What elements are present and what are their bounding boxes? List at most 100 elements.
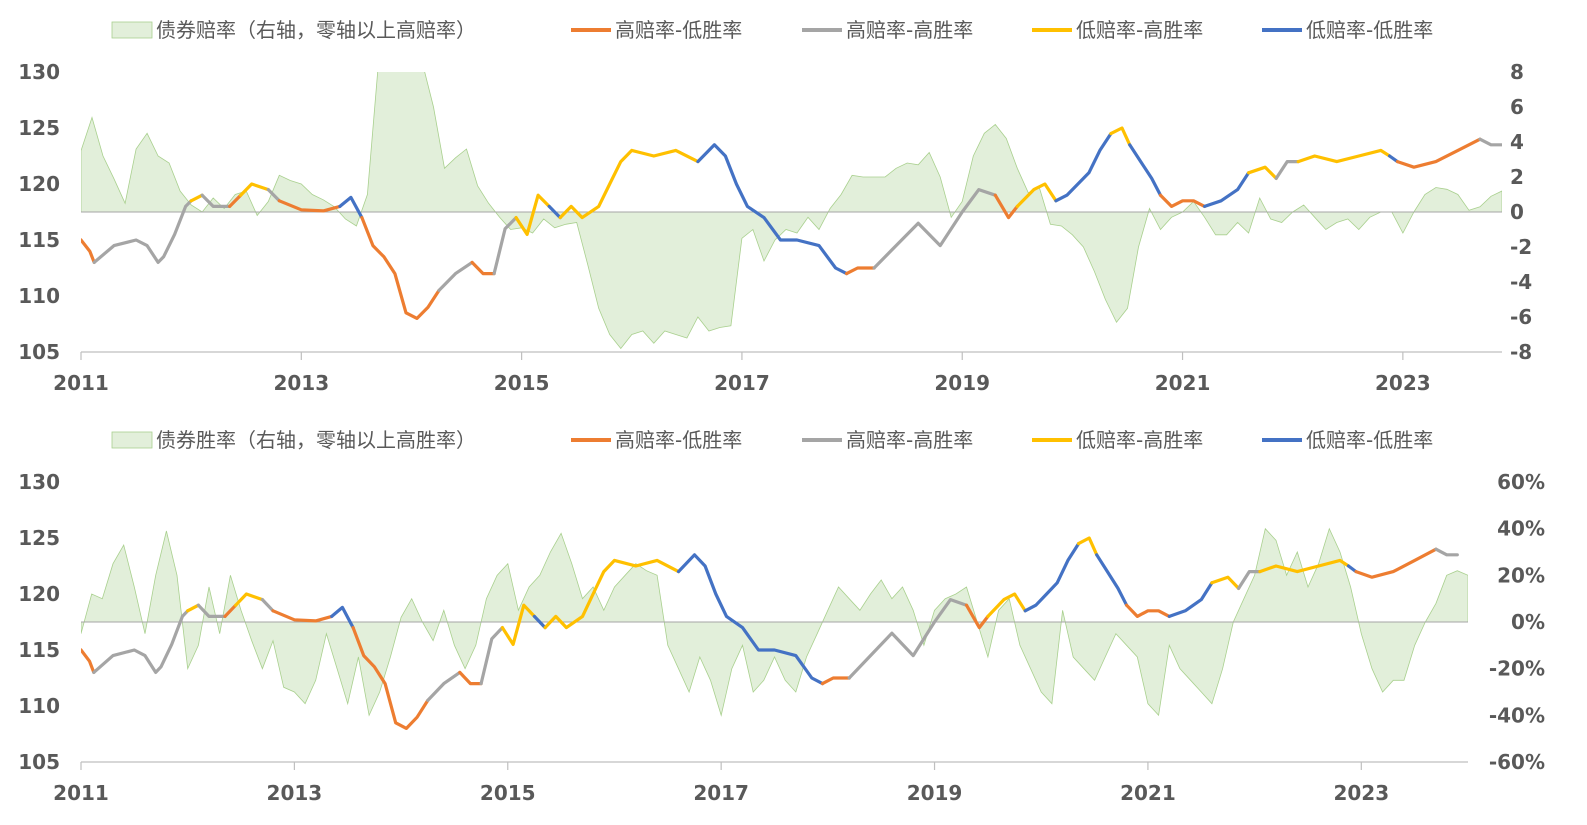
chart1-legend-label: 高赔率-高胜率	[846, 18, 973, 42]
chart1-segment-high-odds-low-win	[844, 266, 876, 276]
chart1-segment-high-odds-high-win	[200, 193, 232, 208]
chart2-segment-low-odds-low-win	[1167, 581, 1214, 619]
chart1-legend-label: 低赔率-低胜率	[1306, 18, 1433, 42]
chart1-x-tick-label: 2017	[714, 371, 770, 395]
chart2-x-tick-label: 2017	[693, 781, 749, 805]
chart1-y2-tick-label: -4	[1510, 270, 1532, 294]
chart1-y-tick-label: 115	[18, 228, 60, 252]
chart1-legend-label: 低赔率-高胜率	[1076, 18, 1203, 42]
chart1-segment-high-odds-low-win	[81, 238, 96, 264]
chart1-segment-low-odds-low-win	[338, 195, 364, 220]
chart2-x-tick-label: 2019	[907, 781, 963, 805]
chart2-y-tick-label: 115	[18, 638, 60, 662]
chart1-y-tick-label: 130	[18, 60, 60, 84]
chart1-segment-low-odds-high-win	[189, 193, 204, 203]
chart1-segment-high-odds-high-win	[266, 188, 281, 203]
chart1-segment-high-odds-low-win	[470, 260, 496, 276]
chart1-x-tick-label: 2013	[273, 371, 329, 395]
chart1-segment-high-odds-low-win	[1395, 137, 1482, 169]
chart1-y2-tick-label: -6	[1510, 305, 1532, 329]
chart2-y2-tick-label: -60%	[1489, 750, 1545, 774]
chart1-segment-low-odds-high-win	[1109, 126, 1132, 147]
chart1-y-tick-label: 120	[18, 172, 60, 196]
chart1-x-tick-label: 2021	[1155, 371, 1211, 395]
chart1-segment-high-odds-high-win	[872, 188, 997, 270]
chart1-y-tick-label: 105	[18, 340, 60, 364]
chart1-x-tick-label: 2023	[1375, 371, 1431, 395]
chart2-segment-high-odds-high-win	[1236, 569, 1262, 591]
chart2-segment-high-odds-high-win	[479, 625, 504, 686]
chart1-y-tick-label: 125	[18, 116, 60, 140]
chart2-legend-label: 低赔率-高胜率	[1076, 428, 1203, 452]
chart2-segment-low-odds-high-win	[186, 603, 200, 613]
chart1-x-tick-label: 2019	[934, 371, 990, 395]
chart2-legend-label: 高赔率-高胜率	[846, 428, 973, 452]
chart2-segment-low-odds-high-win	[500, 603, 537, 647]
chart2-y2-tick-label: -40%	[1489, 703, 1545, 727]
chart1-segment-high-odds-low-win	[1158, 193, 1207, 208]
chart1-segment-high-odds-high-win	[1274, 160, 1300, 180]
chart1-x-tick-label: 2015	[494, 371, 550, 395]
chart1-segment-low-odds-high-win	[239, 182, 270, 197]
chart2-segment-high-odds-high-win	[847, 597, 969, 680]
chart1-y2-tick-label: 0	[1510, 200, 1524, 224]
chart2-y2-tick-label: 0%	[1511, 610, 1545, 634]
chart2-segment-low-odds-low-win	[1023, 541, 1081, 613]
chart1-segment-low-odds-high-win	[1296, 148, 1392, 164]
chart1-y2-tick-label: 2	[1510, 165, 1524, 189]
chart1-legend-label: 债券赔率（右轴，零轴以上高赔率）	[156, 18, 476, 42]
chart1-legend-label: 高赔率-低胜率	[615, 18, 742, 42]
chart1-y2-tick-label: -2	[1510, 235, 1532, 259]
chart2-segment-low-odds-high-win	[1258, 558, 1351, 574]
chart2-y-tick-label: 105	[18, 750, 60, 774]
chart1-segment-high-odds-high-win	[1478, 137, 1502, 147]
chart2-segment-high-odds-low-win	[351, 625, 430, 731]
chart2-segment-high-odds-low-win	[1124, 603, 1171, 619]
chart1-y2-tick-label: 8	[1510, 60, 1524, 84]
chart2-segment-high-odds-low-win	[964, 603, 990, 630]
chart1-segment-high-odds-high-win	[492, 216, 518, 276]
chart2-x-tick-label: 2013	[267, 781, 323, 805]
chart1-y2-tick-label: 6	[1510, 95, 1524, 119]
chart1-segment-low-odds-low-win	[1387, 154, 1400, 164]
chart1-legend-swatch-area	[111, 21, 153, 39]
chart1-segment-low-odds-low-win	[696, 143, 849, 276]
chart2-segment-low-odds-high-win	[543, 558, 681, 630]
chart2-segment-low-odds-high-win	[986, 592, 1027, 619]
chart1-y2-tick-label: 4	[1510, 130, 1524, 154]
chart2-segment-high-odds-high-win	[196, 603, 227, 619]
chart2-legend-label: 高赔率-低胜率	[615, 428, 742, 452]
chart1-segment-high-odds-low-win	[360, 216, 441, 320]
chart2-segment-high-odds-low-win	[81, 648, 96, 675]
chart2-segment-low-odds-high-win	[234, 592, 264, 607]
chart1-segment-low-odds-high-win	[558, 148, 700, 220]
chart2-legend-swatch-area	[111, 431, 153, 449]
chart2-segment-low-odds-low-win	[676, 553, 825, 686]
chart2-legend-label: 债券胜率（右轴，零轴以上高胜率）	[156, 428, 476, 452]
chart2-x-tick-label: 2011	[53, 781, 109, 805]
chart2-segment-high-odds-high-win	[426, 670, 462, 703]
chart2-segment-high-odds-high-win	[260, 597, 275, 613]
chart2-y-tick-label: 130	[18, 470, 60, 494]
chart1-segment-high-odds-low-win	[228, 193, 243, 208]
chart1-segment-high-odds-low-win	[277, 199, 342, 213]
chart2-legend-label: 低赔率-低胜率	[1306, 428, 1433, 452]
chart1-segment-low-odds-low-win	[1202, 171, 1251, 208]
chart2-y-tick-label: 120	[18, 582, 60, 606]
chart1-segment-high-odds-high-win	[92, 199, 193, 264]
chart1-segment-low-odds-high-win	[1015, 182, 1058, 208]
chart1-y-tick-label: 110	[18, 284, 60, 308]
chart1-segment-low-odds-high-win	[1246, 165, 1278, 180]
chart2-y2-tick-label: 40%	[1497, 517, 1545, 541]
chart2-segment-high-odds-low-win	[820, 676, 851, 686]
chart1-segment-low-odds-low-win	[1128, 143, 1163, 197]
chart1-x-tick-label: 2011	[53, 371, 109, 395]
chart2-x-tick-label: 2021	[1120, 781, 1176, 805]
chart2-y2-tick-label: 20%	[1497, 563, 1545, 587]
chart2-y2-tick-label: 60%	[1497, 470, 1545, 494]
chart2-x-tick-label: 2023	[1333, 781, 1389, 805]
chart2-segment-low-odds-low-win	[330, 605, 355, 630]
chart2-segment-high-odds-low-win	[1354, 547, 1438, 579]
